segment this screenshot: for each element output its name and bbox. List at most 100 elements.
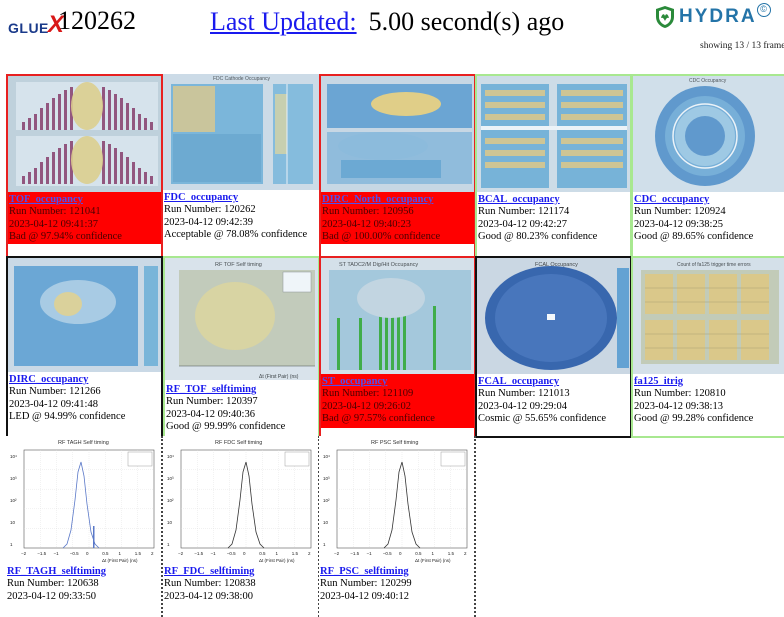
status-text: Bad @ 97.57% confidence [322, 413, 435, 425]
rf-tagh-selftiming-info: RF_TAGH_selftiming Run Number: 120638 20… [6, 564, 161, 603]
rf-psc-selftiming-plot[interactable]: RF PSC Self timing −2 −1.5 −1 −0.5 0 0.5 1 1.5 2 1… [319, 436, 474, 564]
rf-y-tick: 1 [167, 542, 170, 547]
rf-x-tick: −1 [367, 551, 373, 556]
tof-occupancy-info: TOF_occupancy Run Number: 121041 2023-04… [8, 192, 161, 244]
rf-tagh-selftiming-plot[interactable]: RF TAGH Self timing −2 −1.5 −1 −0.5 0 0.5 1 1.5 2… [6, 436, 161, 564]
tile-dirc-north-occupancy[interactable]: DIRC_North_occupancy Run Number: 120956 … [319, 74, 476, 258]
rf-y-tick: 10² [167, 498, 174, 503]
tile-link-dirc-occupancy[interactable]: DIRC_occupancy [9, 374, 89, 385]
dirc-occupancy-plot[interactable] [8, 258, 161, 372]
page-header: GLUE X 120262 Last Updated: 5.00 second(s… [0, 0, 784, 70]
fa125-plot-title: Count of fa125 trigger time errors [677, 262, 751, 268]
tile-dirc-occupancy[interactable]: DIRC_occupancy Run Number: 121266 2023-0… [6, 256, 163, 438]
timestamp: 2023-04-12 09:40:12 [320, 590, 409, 602]
timestamp: 2023-04-12 09:42:27 [478, 218, 567, 230]
rf-x-tick: −2 [21, 551, 27, 556]
rf-x-tick: −0.5 [227, 551, 236, 556]
stats-box [440, 451, 466, 467]
dirc-north-occupancy-info: DIRC_North_occupancy Run Number: 120956 … [321, 192, 474, 244]
run-number: Run Number: 121041 [9, 206, 101, 218]
rf-histogram-spike [93, 526, 95, 548]
tile-link-dirc-north-occupancy[interactable]: DIRC_North_occupancy [322, 194, 434, 205]
fcal-plot-title: FCAL Occupancy [535, 262, 578, 268]
rf-x-tick: 2 [464, 551, 467, 556]
rf-x-tick: 2 [308, 551, 311, 556]
rf-tof-selftiming-plot[interactable]: RF TOF Self timing Δt (First Pair) (ns) [165, 258, 318, 380]
tof-occupancy-plot[interactable] [8, 76, 161, 192]
rf-x-tick: −0.5 [70, 551, 79, 556]
timestamp: 2023-04-12 09:33:50 [7, 590, 96, 602]
rf-x-tick: 1 [119, 551, 122, 556]
cdc-occupancy-info: CDC_occupancy Run Number: 120924 2023-04… [633, 192, 784, 244]
tile-link-rf-tagh-selftiming[interactable]: RF_TAGH_selftiming [7, 566, 106, 577]
tile-link-rf-tof-selftiming[interactable]: RF_TOF_selftiming [166, 384, 257, 395]
tile-rf-tagh-selftiming[interactable]: RF TAGH Self timing −2 −1.5 −1 −0.5 0 0.5 1 1.5 2… [6, 436, 163, 617]
rf-x-tick: 1 [276, 551, 279, 556]
tile-tof-occupancy[interactable]: TOF_occupancy Run Number: 121041 2023-04… [6, 74, 163, 258]
stats-box [127, 451, 153, 467]
rf-histogram-line [62, 461, 100, 549]
st-occupancy-plot[interactable]: ST TADC2/M Dig/Hit Occupancy [321, 258, 474, 374]
fcal-occupancy-info: FCAL_occupancy Run Number: 121013 2023-0… [477, 374, 630, 426]
run-number: Run Number: 120924 [634, 206, 726, 218]
last-updated-link[interactable]: Last Updated: [210, 7, 357, 36]
tile-link-tof-occupancy[interactable]: TOF_occupancy [9, 194, 83, 205]
tile-link-bcal-occupancy[interactable]: BCAL_occupancy [478, 194, 560, 205]
rf-fdc-selftiming-info: RF_FDC_selftiming Run Number: 120838 202… [163, 564, 318, 603]
rf-fdc-selftiming-plot[interactable]: RF FDC Self timing −2 −1.5 −1 −0.5 0 0.5 1 1.5 2 1… [163, 436, 318, 564]
rf-y-tick: 10 [10, 520, 16, 525]
timestamp: 2023-04-12 09:41:48 [9, 398, 98, 410]
fdc-occupancy-plot[interactable]: FDC Cathode Occupancy [163, 74, 320, 190]
tile-fa125-itrig[interactable]: Count of fa125 trigger time errors fa125… [631, 256, 784, 438]
tile-link-cdc-occupancy[interactable]: CDC_occupancy [634, 194, 710, 205]
rf-x-tick: −1.5 [194, 551, 203, 556]
tile-cdc-occupancy[interactable]: CDC Occupancy CDC_occupancy Run Number: … [631, 74, 784, 258]
tile-link-rf-fdc-selftiming[interactable]: RF_FDC_selftiming [164, 566, 255, 577]
run-number: Run Number: 120299 [320, 578, 412, 590]
timestamp: 2023-04-12 09:38:25 [634, 218, 723, 230]
bcal-occupancy-plot[interactable] [477, 76, 630, 192]
rf-x-tick: −1 [54, 551, 60, 556]
registered-icon: © [756, 3, 771, 17]
tile-fcal-occupancy[interactable]: FCAL Occupancy FCAL_occupancy Run Number… [475, 256, 632, 438]
rf-x-tick: 0 [86, 551, 89, 556]
rf-y-tick: 10² [323, 498, 330, 503]
status-text: Good @ 99.99% confidence [166, 421, 286, 433]
tile-bcal-occupancy[interactable]: BCAL_occupancy Run Number: 121174 2023-0… [475, 74, 632, 258]
rf-y-tick: 1 [10, 542, 13, 547]
timestamp: 2023-04-12 09:40:36 [166, 408, 255, 420]
fa125-itrig-plot[interactable]: Count of fa125 trigger time errors [633, 258, 784, 374]
status-text: Good @ 80.23% confidence [478, 231, 598, 243]
tile-st-occupancy[interactable]: ST TADC2/M Dig/Hit Occupancy ST_occupanc… [319, 256, 476, 438]
tile-link-st-occupancy[interactable]: ST_occupancy [322, 376, 388, 387]
hydra-wordmark: HYDRA [679, 6, 757, 27]
rf-y-tick: 10³ [10, 476, 17, 481]
rf-x-tick: 2 [151, 551, 154, 556]
tile-rf-psc-selftiming[interactable]: RF PSC Self timing −2 −1.5 −1 −0.5 0 0.5 1 1.5 2 1… [319, 436, 476, 617]
tile-fdc-occupancy[interactable]: FDC Cathode Occupancy FDC_occupancy Run … [163, 74, 320, 258]
fcal-occupancy-plot[interactable]: FCAL Occupancy [477, 258, 630, 374]
tile-rf-fdc-selftiming[interactable]: RF FDC Self timing −2 −1.5 −1 −0.5 0 0.5 1 1.5 2 1… [163, 436, 320, 617]
tile-link-fcal-occupancy[interactable]: FCAL_occupancy [478, 376, 560, 387]
rf-x-tick: 0.5 [259, 551, 266, 556]
rf-x-tick: −2 [334, 551, 340, 556]
rf-x-tick: −1 [211, 551, 217, 556]
last-updated: Last Updated: 5.00 second(s) ago [210, 7, 564, 37]
rf-y-tick: 10⁴ [10, 454, 17, 459]
rf-tof-selftiming-info: RF_TOF_selftiming Run Number: 120397 202… [165, 382, 318, 434]
run-number: Run Number: 121266 [9, 386, 101, 398]
tile-link-fdc-occupancy[interactable]: FDC_occupancy [164, 192, 239, 203]
cdc-occupancy-plot[interactable]: CDC Occupancy [633, 76, 784, 192]
tile-rf-tof-selftiming[interactable]: RF TOF Self timing Δt (First Pair) (ns) … [163, 256, 320, 438]
last-updated-value: 5.00 second(s) ago [368, 7, 565, 36]
status-text: Cosmic @ 55.65% confidence [478, 413, 607, 425]
rf-y-tick: 10⁴ [323, 454, 330, 459]
tile-link-rf-psc-selftiming[interactable]: RF_PSC_selftiming [320, 566, 409, 577]
rf-y-tick: 10³ [167, 476, 174, 481]
tile-link-fa125-itrig[interactable]: fa125_itrig [634, 376, 683, 387]
rf-plot-title: RF FDC Self timing [215, 440, 262, 446]
fdc-plot-title: FDC Cathode Occupancy [213, 76, 270, 82]
timestamp: 2023-04-12 09:38:00 [164, 590, 253, 602]
dirc-north-occupancy-plot[interactable] [321, 76, 474, 192]
rf-psc-selftiming-info: RF_PSC_selftiming Run Number: 120299 202… [319, 564, 474, 603]
